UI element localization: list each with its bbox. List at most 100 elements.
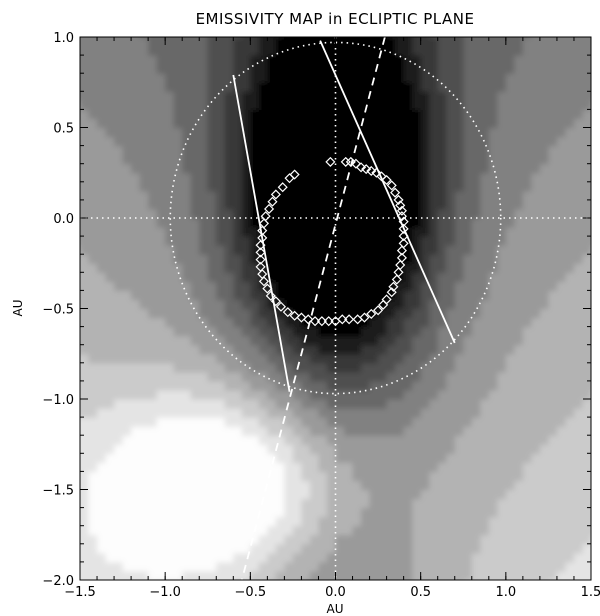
heatmap-cell	[165, 272, 175, 282]
heatmap-cell	[548, 534, 558, 545]
heatmap-cell	[378, 444, 388, 454]
heatmap-cell	[574, 19, 583, 29]
heatmap-cell	[429, 145, 439, 156]
heatmap-cell	[318, 227, 328, 237]
heatmap-cell	[403, 263, 413, 273]
heatmap-cell	[497, 154, 507, 165]
heatmap-cell	[190, 471, 200, 482]
heatmap-cell	[369, 417, 379, 427]
heatmap-cell	[514, 91, 524, 101]
heatmap-cell	[582, 37, 591, 47]
heatmap-cell	[131, 570, 141, 580]
heatmap-cell	[309, 227, 320, 237]
heatmap-cell	[446, 64, 456, 74]
heatmap-cell	[139, 435, 149, 445]
heatmap-cell	[497, 353, 507, 364]
heatmap-cell	[165, 399, 175, 409]
heatmap-cell	[591, 118, 600, 128]
heatmap-cell	[488, 471, 498, 482]
heatmap-cell	[352, 218, 362, 228]
heatmap-cell	[80, 254, 90, 264]
heatmap-cell	[326, 136, 337, 147]
heatmap-cell	[403, 154, 413, 165]
heatmap-cell	[131, 399, 141, 409]
heatmap-cell	[309, 281, 320, 291]
heatmap-cell	[480, 245, 490, 255]
heatmap-cell	[522, 55, 532, 65]
heatmap-cell	[284, 190, 294, 201]
heatmap-cell	[403, 64, 413, 74]
heatmap-cell	[446, 263, 456, 273]
heatmap-cell	[352, 480, 362, 491]
heatmap-cell	[165, 227, 175, 237]
heatmap-cell	[454, 380, 464, 391]
heatmap-cell	[369, 389, 379, 400]
heatmap-cell	[412, 570, 422, 580]
heatmap-cell	[182, 190, 192, 201]
heatmap-cell	[522, 208, 532, 219]
heatmap-cell	[488, 335, 498, 346]
heatmap-cell	[105, 480, 115, 491]
heatmap-cell	[361, 353, 371, 364]
heatmap-cell	[454, 453, 464, 463]
heatmap-cell	[420, 326, 430, 337]
heatmap-cell	[497, 91, 507, 101]
heatmap-cell	[165, 552, 175, 563]
heatmap-cell	[88, 82, 98, 92]
heatmap-cell	[531, 55, 541, 65]
heatmap-cell	[463, 498, 473, 509]
heatmap-cell	[369, 399, 379, 409]
heatmap-cell	[131, 299, 141, 310]
heatmap-cell	[488, 163, 498, 174]
heatmap-cell	[539, 435, 550, 445]
heatmap-cell	[463, 435, 473, 445]
heatmap-cell	[488, 498, 498, 509]
heatmap-cell	[156, 543, 166, 554]
heatmap-cell	[182, 172, 192, 183]
heatmap-cell	[250, 55, 260, 65]
heatmap-cell	[309, 91, 320, 101]
heatmap-cell	[156, 227, 166, 237]
heatmap-cell	[378, 37, 388, 38]
heatmap-cell	[352, 64, 362, 74]
heatmap-cell	[318, 46, 328, 56]
heatmap-cell	[420, 489, 430, 500]
heatmap-cell	[199, 534, 209, 545]
heatmap-cell	[131, 435, 141, 445]
heatmap-cell	[335, 308, 345, 319]
heatmap-cell	[241, 172, 251, 183]
heatmap-cell	[80, 516, 81, 527]
heatmap-cell	[258, 489, 268, 500]
heatmap-cell	[352, 299, 362, 310]
heatmap-cell	[454, 371, 464, 382]
heatmap-cell	[539, 172, 550, 183]
heatmap-cell	[361, 145, 371, 156]
trajectory-point	[260, 211, 271, 222]
heatmap-cell	[497, 570, 507, 580]
heatmap-cell	[548, 281, 558, 291]
heatmap-cell	[488, 389, 498, 400]
heatmap-cell	[156, 136, 166, 147]
heatmap-cell	[386, 498, 396, 509]
heatmap-cell	[156, 118, 166, 129]
heatmap-cell	[556, 426, 567, 436]
heatmap-cell	[148, 290, 158, 301]
heatmap-cell	[292, 489, 303, 500]
heatmap-cell	[514, 245, 524, 255]
heatmap-cell	[292, 208, 303, 219]
heatmap-cell	[582, 480, 591, 491]
heatmap-cell	[318, 82, 328, 92]
heatmap-cell	[471, 362, 481, 373]
heatmap-cell	[573, 91, 584, 101]
heatmap-cell	[63, 200, 72, 210]
heatmap-cell	[199, 308, 209, 319]
trajectory-point	[376, 171, 387, 182]
heatmap-cell	[582, 73, 591, 83]
heatmap-cell	[378, 516, 388, 527]
heatmap-cell	[80, 326, 90, 337]
heatmap-cell	[241, 326, 251, 337]
heatmap-cell	[207, 82, 217, 92]
heatmap-cell	[139, 163, 149, 174]
heatmap-cell	[446, 471, 456, 482]
heatmap-cell	[199, 525, 209, 536]
